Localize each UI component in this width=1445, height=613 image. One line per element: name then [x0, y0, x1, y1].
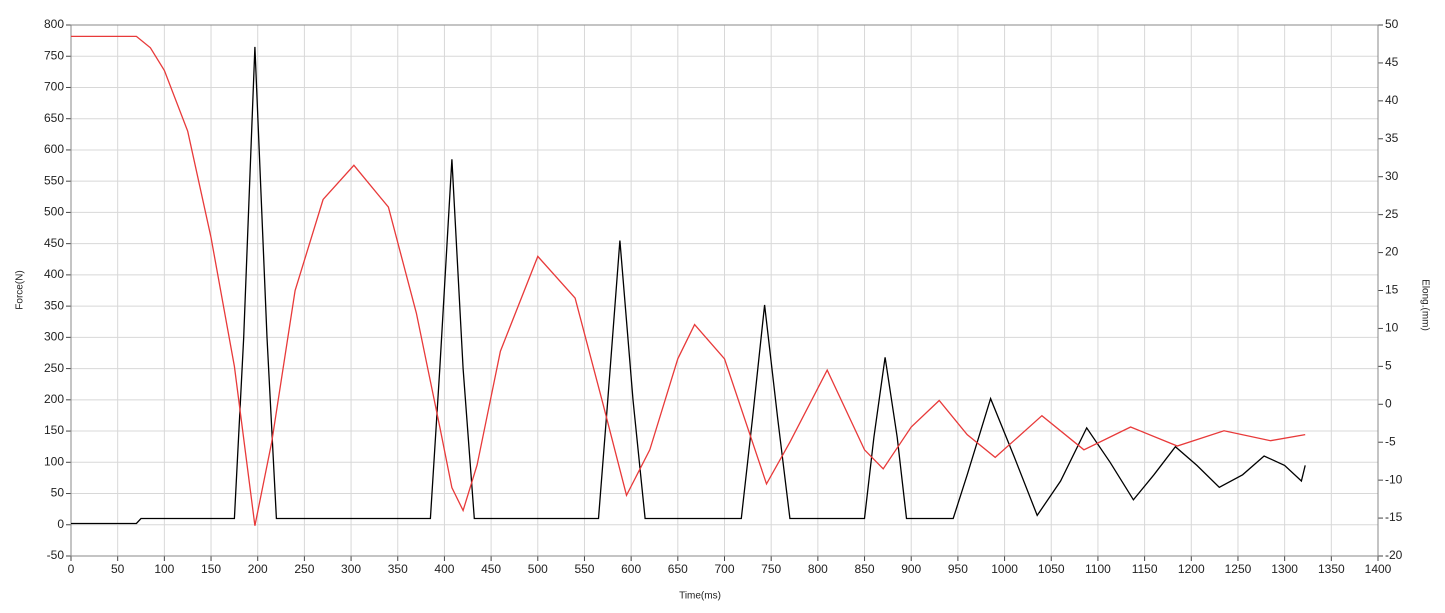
y2-tick-label: -20: [1385, 548, 1403, 562]
x-tick-label: 1250: [1225, 562, 1252, 576]
x-tick-label: 600: [621, 562, 641, 576]
plot-frame: [70, 24, 1379, 557]
series-line: [71, 35, 1306, 526]
y2-tick-label: -10: [1385, 472, 1403, 486]
x-tick-label: 850: [855, 562, 875, 576]
x-tick-label: 1150: [1132, 562, 1158, 576]
x-tick-label: 800: [808, 562, 828, 576]
x-tick-label: 250: [294, 562, 314, 576]
y-tick-label: 550: [44, 173, 64, 187]
y2-tick-label: 25: [1385, 207, 1399, 221]
x-tick-label: 550: [574, 562, 594, 576]
series-line: [71, 46, 1306, 525]
y-tick-label: 500: [44, 205, 64, 219]
x-tick-label: 1350: [1318, 562, 1345, 576]
y2-tick-label: 40: [1385, 93, 1399, 107]
x-tick-label: 350: [388, 562, 408, 576]
y-tick-label: 800: [44, 17, 64, 31]
y-tick-label: 450: [44, 236, 64, 250]
y2-tick-label: -15: [1385, 510, 1403, 524]
y-tick-label: 600: [44, 142, 64, 156]
x-tick-label: 100: [154, 562, 174, 576]
y2-tick-label: 30: [1385, 169, 1399, 183]
x-tick-label: 1100: [1085, 562, 1111, 576]
y2-tick-label: 0: [1385, 396, 1392, 410]
y2-tick-label: 20: [1385, 245, 1399, 259]
y-tick-label: 0: [57, 517, 64, 531]
y2-tick-label: -5: [1385, 434, 1396, 448]
x-tick-label: 300: [341, 562, 361, 576]
y-tick-label: 750: [44, 48, 64, 62]
x-tick-label: 1200: [1178, 562, 1205, 576]
y-tick-label: 50: [51, 486, 65, 500]
y2-axis-label: Elong.(mm): [1419, 279, 1430, 331]
x-tick-label: 900: [901, 562, 921, 576]
x-tick-label: 450: [481, 562, 501, 576]
x-tick-label: 50: [111, 562, 125, 576]
y-tick-label: 300: [44, 330, 64, 344]
x-tick-label: 200: [248, 562, 268, 576]
x-tick-label: 400: [434, 562, 454, 576]
y2-tick-label: 35: [1385, 131, 1399, 145]
x-tick-label: 1300: [1271, 562, 1298, 576]
y-axis-label: Force(N): [15, 270, 26, 309]
y-tick-label: 200: [44, 392, 64, 406]
y-tick-label: -50: [47, 548, 65, 562]
x-tick-label: 500: [528, 562, 548, 576]
y-tick-label: 700: [44, 80, 64, 94]
x-tick-label: 0: [68, 562, 75, 576]
y-tick-label: 350: [44, 298, 64, 312]
y-tick-label: 150: [44, 423, 64, 437]
y2-tick-label: 10: [1385, 321, 1399, 335]
y-tick-label: 650: [44, 111, 64, 125]
x-axis-label: Time(ms): [679, 591, 721, 602]
x-tick-label: 750: [761, 562, 781, 576]
x-tick-label: 700: [714, 562, 734, 576]
y2-tick-label: 45: [1385, 55, 1399, 69]
y2-tick-label: 15: [1385, 283, 1399, 297]
x-tick-label: 150: [201, 562, 221, 576]
x-tick-label: 650: [668, 562, 688, 576]
x-tick-label: 1050: [1038, 562, 1065, 576]
y-tick-label: 400: [44, 267, 64, 281]
y2-tick-label: 5: [1385, 359, 1392, 373]
y2-tick-label: 50: [1385, 17, 1399, 31]
x-tick-label: 950: [948, 562, 968, 576]
y-tick-label: 250: [44, 361, 64, 375]
x-tick-label: 1000: [991, 562, 1018, 576]
y-tick-label: 100: [44, 454, 64, 468]
x-tick-label: 1400: [1365, 562, 1392, 576]
